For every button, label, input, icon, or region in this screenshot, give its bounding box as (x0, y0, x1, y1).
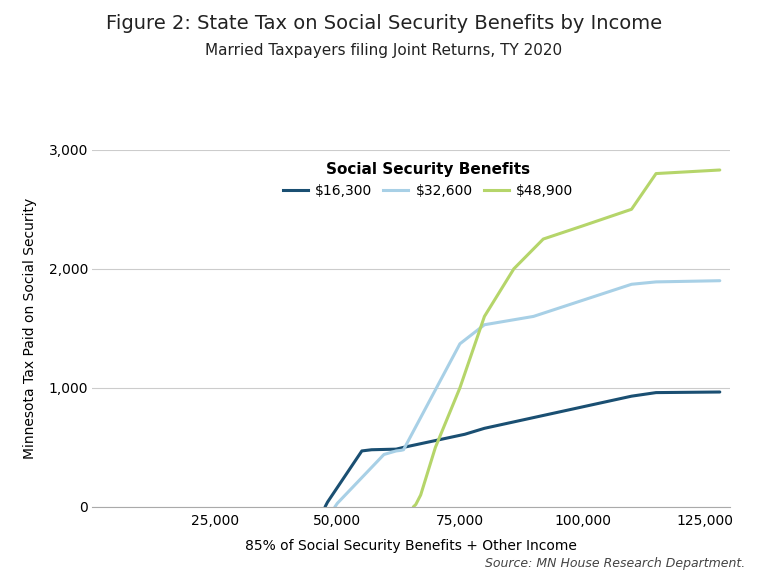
Y-axis label: Minnesota Tax Paid on Social Security: Minnesota Tax Paid on Social Security (23, 198, 38, 459)
X-axis label: 85% of Social Security Benefits + Other Income: 85% of Social Security Benefits + Other … (245, 539, 577, 553)
Text: Source: MN House Research Department.: Source: MN House Research Department. (485, 557, 745, 570)
Legend: $16,300, $32,600, $48,900: $16,300, $32,600, $48,900 (277, 157, 578, 204)
Text: Figure 2: State Tax on Social Security Benefits by Income: Figure 2: State Tax on Social Security B… (106, 14, 662, 33)
Text: Married Taxpayers filing Joint Returns, TY 2020: Married Taxpayers filing Joint Returns, … (205, 43, 563, 58)
